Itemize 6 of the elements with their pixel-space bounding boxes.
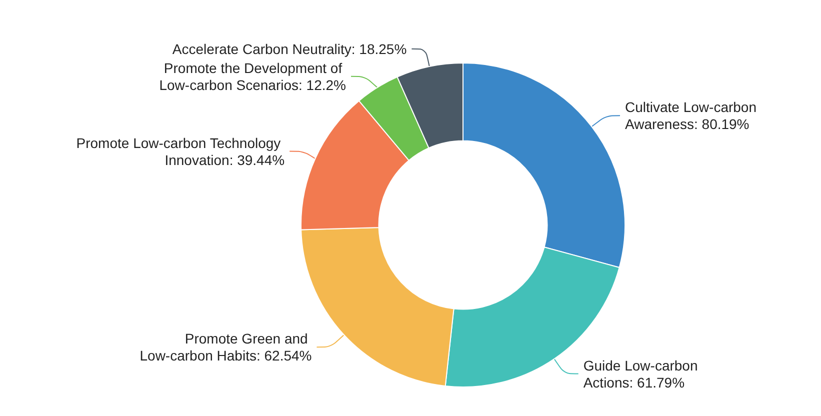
slice-label: Promote Green and Low-carbon Habits: 62.54%	[140, 330, 312, 364]
slice-label: Accelerate Carbon Neutrality: 18.25%	[172, 40, 407, 57]
slice-label: Promote Low-carbon Technology Innovation: 39.44%	[76, 134, 285, 168]
slice-label: Cultivate Low-carbon Awareness: 80.19%	[624, 99, 760, 132]
slice-label: Guide Low-carbon Actions: 61.79%	[583, 357, 702, 390]
slice-label: Promote the Development of Low-carbon Scenarios: 12.2%	[159, 60, 346, 93]
